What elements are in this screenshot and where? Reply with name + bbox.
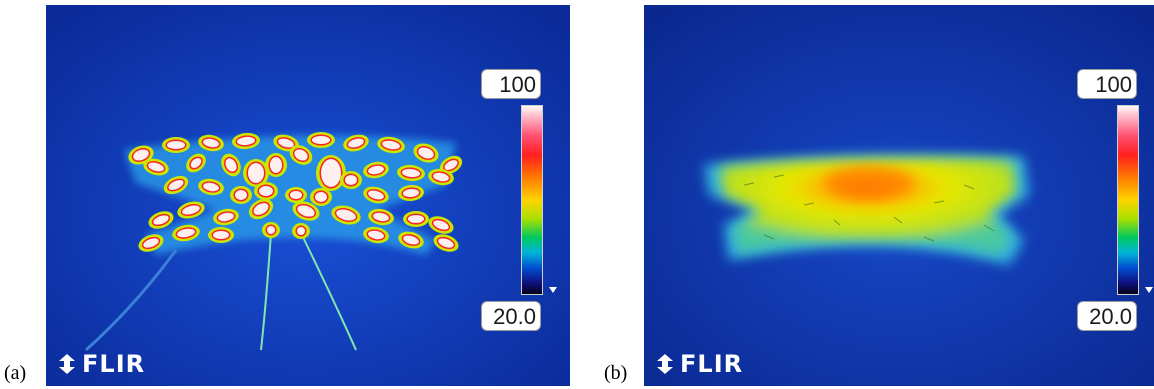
heat-spot-core (336, 209, 356, 221)
heat-spot-core (278, 138, 294, 148)
thermal-image-a: 100 20.0 FLIR (46, 5, 570, 386)
thermal-scene-b (644, 5, 1154, 386)
scale-min-readout-b: 20.0 (1077, 301, 1137, 331)
heat-spot-core (259, 186, 273, 196)
thermal-scene-a (46, 5, 570, 386)
heat-spot-core (368, 230, 384, 240)
heat-spot-core (418, 147, 434, 159)
heat-spot-core (253, 203, 269, 215)
flir-logo-b: FLIR (654, 350, 743, 378)
heat-spot-core (203, 182, 219, 192)
heat-spot-core (433, 220, 449, 230)
flir-emblem-icon (657, 354, 673, 374)
heat-spot-core (248, 163, 264, 183)
heat-spot-core (203, 138, 219, 148)
heat-spot-core (402, 168, 420, 178)
heat-spot-core (438, 238, 454, 248)
heat-spot-core (297, 205, 315, 217)
scale-min-readout-a: 20.0 (481, 301, 541, 331)
thermal-image-b: 100 20.0 FLIR (644, 5, 1154, 386)
panel-label-b: (b) (604, 362, 628, 384)
flir-logo-a: FLIR (56, 350, 145, 378)
heat-spot-core (315, 192, 327, 202)
flir-logo-text-b: FLIR (680, 350, 744, 378)
heat-spot-core (148, 162, 164, 172)
heat-spot-core (403, 188, 419, 198)
heat-spot-core (218, 212, 234, 222)
heat-spot-core (368, 165, 384, 175)
temperature-scale-bar-b (1117, 105, 1139, 295)
flir-emblem-icon (59, 354, 75, 374)
heat-spot-core (408, 215, 424, 223)
scale-max-readout-a: 100 (481, 69, 541, 99)
heat-spot-core (403, 235, 419, 245)
heat-spot-core (294, 149, 308, 161)
heat-spot-core (237, 136, 255, 146)
heat-spot-core (290, 191, 302, 199)
heat-spot-core (167, 141, 185, 149)
heat-spot-core (267, 226, 275, 234)
temperature-scale-bar-a (521, 105, 543, 295)
heat-spot-core (213, 231, 229, 239)
heat-spot-core (433, 172, 449, 182)
heat-spot-core (297, 227, 305, 235)
heat-spot-core (270, 157, 282, 173)
heat-spot-core (348, 138, 364, 148)
heat-spot-core (368, 190, 384, 200)
heat-spot-core (382, 140, 400, 150)
panel-label-a: (a) (4, 362, 27, 384)
heat-spot-core (312, 136, 330, 144)
heat-spot-core (143, 238, 159, 248)
heat-spot-core (321, 159, 341, 187)
flir-logo-text-a: FLIR (82, 350, 146, 378)
heat-spot-core (133, 149, 149, 161)
heat-spot-core (225, 158, 237, 172)
scale-max-readout-b: 100 (1077, 69, 1137, 99)
heat-spot-core (190, 158, 202, 168)
scale-caret-icon-a (549, 287, 557, 293)
heat-spot-core (168, 180, 184, 190)
heat-spot-core (153, 215, 169, 225)
heat-spot-core (235, 190, 247, 200)
heat-spot-core (373, 212, 389, 222)
heat-spot-core (177, 228, 195, 238)
heat-spot-core (182, 205, 200, 215)
heat-spot-core (444, 160, 458, 170)
heat-spot-core (345, 175, 357, 185)
scale-caret-icon-b (1145, 287, 1153, 293)
